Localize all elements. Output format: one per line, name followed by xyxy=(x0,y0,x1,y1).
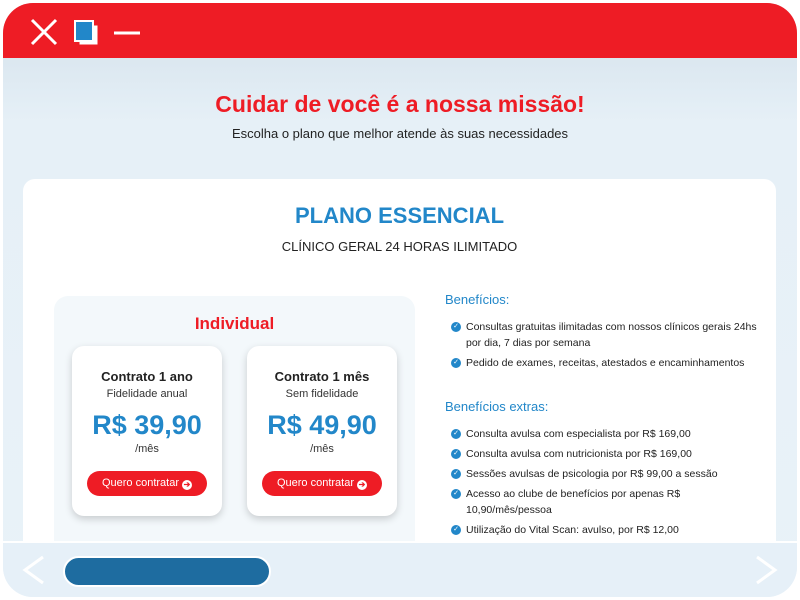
extra-item: ✓ Consulta avulsa com nutricionista por R… xyxy=(445,446,765,462)
contract-button[interactable]: Quero contratar ➔ xyxy=(86,471,208,496)
benefits-heading: Benefícios: xyxy=(445,292,510,307)
check-circle-icon: ✓ xyxy=(451,469,461,479)
individual-panel: Individual Contrato 1 ano Fidelidade anu… xyxy=(54,296,415,541)
chevron-left-icon[interactable] xyxy=(21,555,47,585)
option-title: Contrato 1 ano xyxy=(101,369,193,384)
group-title: Individual xyxy=(194,314,275,333)
option-card-monthly: Contrato 1 mês Sem fidelidade R$ 49,90 /… xyxy=(247,346,397,516)
button-label: Quero contratar xyxy=(101,477,180,489)
benefit-item: ✓ Consultas gratuitas ilimitadas com noss… xyxy=(445,319,765,351)
option-title: Contrato 1 mês xyxy=(274,369,370,384)
page-subtitle: Escolha o plano que melhor atende às sua… xyxy=(231,126,569,141)
check-circle-icon: ✓ xyxy=(451,489,461,499)
content-area: Cuidar de você é a nossa missão! Escolha… xyxy=(3,58,797,541)
arrow-right-icon: ➔ xyxy=(357,480,368,490)
horizontal-scrollbar[interactable] xyxy=(3,541,797,597)
arrow-right-icon: ➔ xyxy=(182,480,193,490)
close-icon[interactable] xyxy=(30,18,58,46)
minimize-icon[interactable] xyxy=(113,21,141,41)
option-period: /mês xyxy=(310,443,334,455)
chevron-right-icon[interactable] xyxy=(753,555,779,585)
extra-item: ✓ Utilização do Vital Scan: avulso, por R… xyxy=(445,522,765,538)
option-card-annual: Contrato 1 ano Fidelidade anual R$ 39,90… xyxy=(72,346,222,516)
option-period: /mês xyxy=(135,443,159,455)
option-price: R$ 49,90 xyxy=(267,410,377,440)
check-circle-icon: ✓ xyxy=(451,449,461,459)
button-label: Quero contratar xyxy=(276,477,355,489)
contract-button[interactable]: Quero contratar ➔ xyxy=(261,471,383,496)
plan-subtitle: CLÍNICO GERAL 24 HORAS ILIMITADO xyxy=(281,239,518,254)
option-note: Sem fidelidade xyxy=(285,388,359,400)
check-circle-icon: ✓ xyxy=(451,322,461,332)
check-circle-icon: ✓ xyxy=(451,358,461,368)
check-circle-icon: ✓ xyxy=(451,429,461,439)
extra-item: ✓ Sessões avulsas de psicologia por R$ 99… xyxy=(445,466,765,482)
app-window: Cuidar de você é a nossa missão! Escolha… xyxy=(3,3,797,597)
page-title: Cuidar de você é a nossa missão! xyxy=(215,91,585,117)
option-price: R$ 39,90 xyxy=(92,410,202,440)
plan-title: PLANO ESSENCIAL xyxy=(294,203,505,228)
plan-card: PLANO ESSENCIAL CLÍNICO GERAL 24 HORAS I… xyxy=(23,179,776,541)
option-note: Fidelidade anual xyxy=(106,388,188,400)
title-bar xyxy=(3,3,797,58)
benefits-section: Benefícios: ✓ Consultas gratuitas ilimita… xyxy=(445,292,765,541)
scrollbar-thumb[interactable] xyxy=(63,556,271,587)
extra-item: ✓ Consulta avulsa com especialista por R$… xyxy=(445,426,765,442)
extras-heading: Benefícios extras: xyxy=(445,399,549,414)
check-circle-icon: ✓ xyxy=(451,525,461,535)
extra-item: ✓ Acesso ao clube de benefícios por apena… xyxy=(445,486,765,518)
restore-icon[interactable] xyxy=(73,19,101,47)
benefit-item: ✓ Pedido de exames, receitas, atestados e… xyxy=(445,355,765,371)
